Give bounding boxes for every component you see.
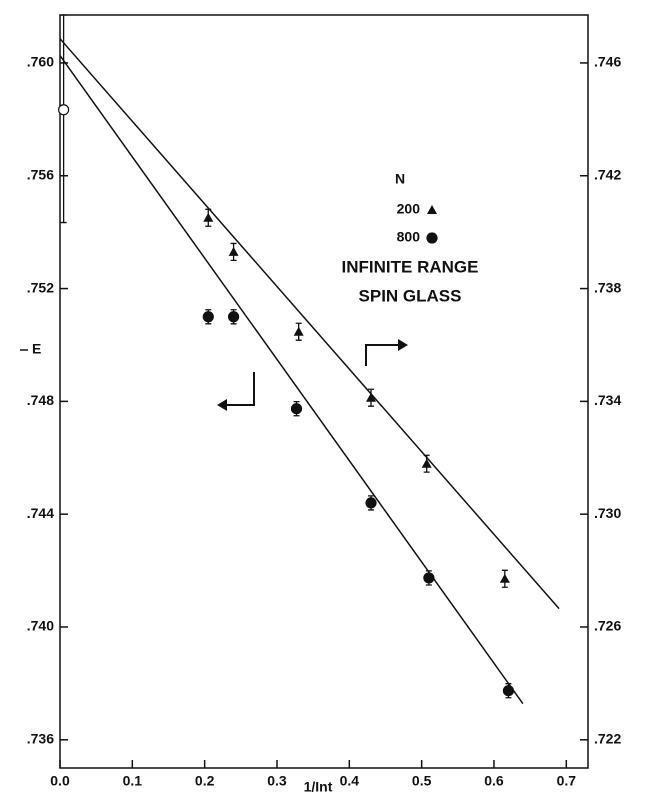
y2-tick-label: .738 bbox=[594, 279, 621, 295]
circle-marker bbox=[290, 403, 303, 415]
x-tick-label: 0.1 bbox=[123, 773, 143, 789]
x-tick-label: 0.0 bbox=[50, 773, 70, 789]
circle-marker bbox=[227, 311, 240, 323]
triangle-marker bbox=[228, 246, 239, 256]
y2-tick-label: .746 bbox=[594, 54, 621, 70]
y-tick-label: .744 bbox=[27, 505, 54, 521]
x-tick-label: 0.7 bbox=[557, 773, 577, 789]
triangle-marker bbox=[421, 458, 432, 468]
y2-tick-label: .726 bbox=[594, 618, 621, 634]
chart-title: SPIN GLASS bbox=[359, 286, 462, 305]
triangle-marker bbox=[499, 573, 510, 583]
y-axis-label: E bbox=[32, 341, 41, 357]
x-tick-label: 0.6 bbox=[484, 773, 504, 789]
arrow-head bbox=[398, 339, 408, 351]
fit-line bbox=[59, 55, 524, 705]
arrow-right bbox=[365, 344, 400, 366]
circle-marker bbox=[502, 685, 515, 697]
y-tick-label: .756 bbox=[27, 166, 54, 182]
y-tick-label: .752 bbox=[27, 279, 54, 295]
y2-tick-label: .742 bbox=[594, 166, 621, 182]
circle-marker bbox=[202, 311, 214, 323]
x-tick-label: 0.4 bbox=[340, 773, 360, 789]
chart-title: INFINITE RANGE bbox=[342, 257, 479, 276]
y-tick-label: .740 bbox=[27, 618, 54, 634]
fit-line bbox=[59, 38, 560, 610]
plot-frame bbox=[59, 14, 589, 769]
legend-label: 200 bbox=[397, 201, 421, 217]
x-axis-label: 1/Int bbox=[304, 779, 333, 795]
x-tick-label: 0.5 bbox=[412, 773, 432, 789]
circle-marker bbox=[58, 104, 70, 116]
y2-tick-label: .734 bbox=[594, 392, 621, 408]
triangle-marker bbox=[366, 392, 377, 402]
y-tick-label: .736 bbox=[27, 731, 54, 747]
circle-marker bbox=[423, 572, 435, 584]
y2-tick-label: .730 bbox=[594, 505, 621, 521]
error-bar bbox=[60, 14, 67, 224]
x-tick-label: 0.3 bbox=[267, 773, 287, 789]
arrow-head bbox=[217, 399, 227, 411]
legend-marker bbox=[427, 205, 437, 214]
triangle-marker bbox=[203, 212, 214, 222]
y-tick-label: .748 bbox=[27, 392, 54, 408]
arrow-left bbox=[225, 372, 255, 406]
y-tick-label: .760 bbox=[27, 54, 54, 70]
x-tick-label: 0.2 bbox=[195, 773, 215, 789]
legend-marker bbox=[426, 232, 438, 244]
triangle-marker bbox=[293, 326, 304, 336]
legend-title: N bbox=[395, 171, 405, 187]
circle-marker bbox=[365, 497, 377, 509]
legend-label: 800 bbox=[397, 229, 421, 245]
y2-tick-label: .722 bbox=[594, 731, 621, 747]
